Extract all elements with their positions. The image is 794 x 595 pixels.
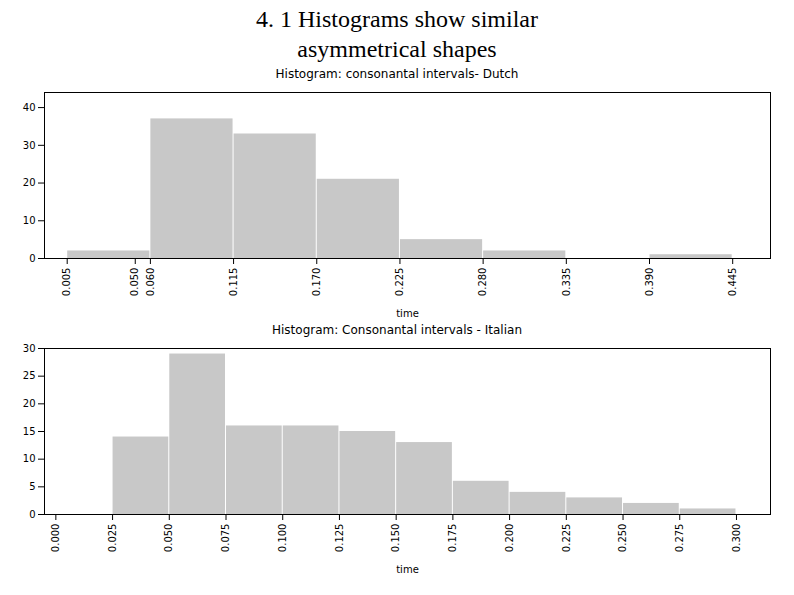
svg-text:15: 15 (23, 426, 36, 437)
svg-text:10: 10 (23, 215, 36, 226)
svg-text:0.000: 0.000 (50, 524, 61, 553)
svg-text:0.225: 0.225 (561, 524, 572, 553)
svg-text:30: 30 (23, 343, 36, 354)
svg-text:0: 0 (29, 509, 35, 520)
svg-text:40: 40 (23, 102, 36, 113)
svg-text:0.100: 0.100 (277, 524, 288, 553)
svg-text:30: 30 (23, 140, 36, 151)
svg-text:0: 0 (29, 253, 35, 264)
svg-text:0.170: 0.170 (311, 268, 322, 297)
svg-text:0.060: 0.060 (145, 268, 156, 297)
svg-text:0.115: 0.115 (228, 268, 239, 297)
svg-text:0.125: 0.125 (334, 524, 345, 553)
svg-text:0.150: 0.150 (390, 524, 401, 553)
svg-text:0.390: 0.390 (644, 268, 655, 297)
svg-text:25: 25 (23, 370, 36, 381)
svg-text:0.200: 0.200 (504, 524, 515, 553)
svg-text:0.280: 0.280 (477, 268, 488, 297)
svg-text:0.275: 0.275 (674, 524, 685, 553)
svg-text:0.075: 0.075 (220, 524, 231, 553)
svg-text:5: 5 (29, 481, 35, 492)
svg-text:time: time (396, 308, 419, 319)
svg-text:0.005: 0.005 (61, 268, 72, 297)
html-text:Histogram: consonantal interva: Histogram: consonantal intervals- Dutch (275, 67, 519, 81)
svg-text:0.025: 0.025 (107, 524, 118, 553)
svg-text:0.175: 0.175 (447, 524, 458, 553)
svg-text:0.050: 0.050 (129, 268, 140, 297)
svg-text:10: 10 (23, 453, 36, 464)
svg-text:20: 20 (23, 177, 36, 188)
svg-text:time: time (396, 564, 419, 575)
svg-text:0.050: 0.050 (163, 524, 174, 553)
svg-text:0.250: 0.250 (617, 524, 628, 553)
svg-text:0.225: 0.225 (394, 268, 405, 297)
svg-text:0.300: 0.300 (731, 524, 742, 553)
html-text:4. 1 Histograms show similar a: 4. 1 Histograms show similar asymmetrica… (256, 6, 538, 62)
svg-text:20: 20 (23, 398, 36, 409)
svg-text:0.335: 0.335 (561, 268, 572, 297)
svg-text:0.445: 0.445 (727, 268, 738, 297)
html-text:Histogram: Consonantal interva: Histogram: Consonantal intervals - Itali… (272, 323, 522, 337)
